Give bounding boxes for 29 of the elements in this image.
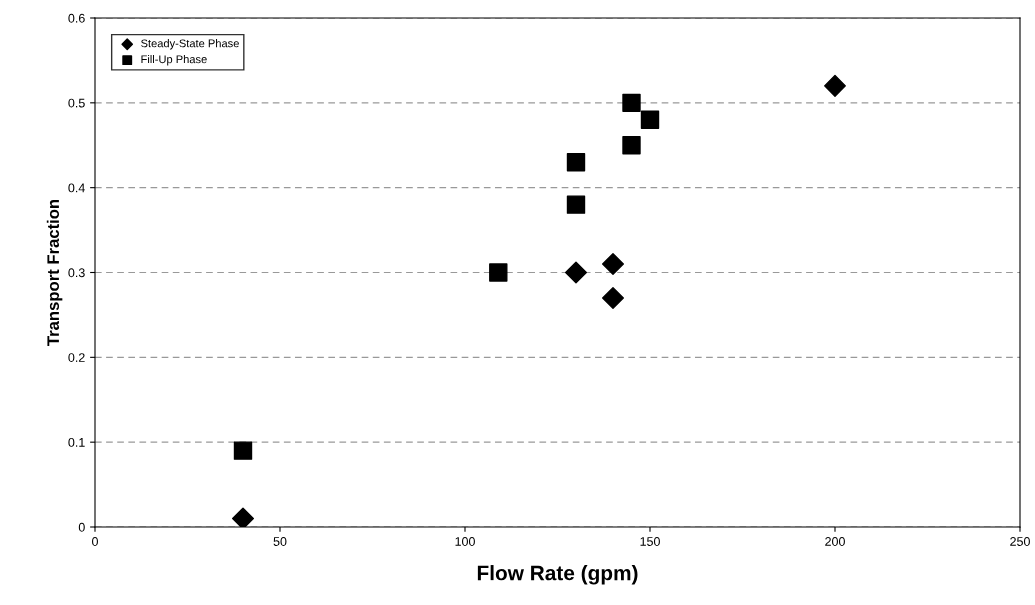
y-tick-label: 0.2 — [68, 353, 85, 362]
y-tick-label: 0.6 — [68, 13, 85, 23]
point — [566, 153, 586, 172]
y-tick-label: 0.1 — [68, 437, 85, 447]
legend-label: Steady-State Phase — [141, 39, 239, 50]
x-tick-label: 150 — [640, 537, 660, 546]
legend-label: Fill-Up Phase — [141, 55, 207, 66]
x-axis-title: Flow Rate (gpm) — [477, 565, 638, 585]
point — [824, 74, 846, 97]
x-tick-label: 50 — [273, 537, 287, 546]
point — [622, 136, 641, 155]
point — [232, 507, 254, 527]
x-tick-label: 100 — [455, 537, 475, 546]
x-tick-label: 200 — [825, 537, 845, 546]
point — [602, 286, 624, 309]
y-tick-label: 0.5 — [68, 98, 85, 108]
y-tick-label: 0 — [78, 522, 85, 532]
x-tick-label: 0 — [92, 537, 98, 546]
y-tick-label: 0.4 — [68, 183, 85, 193]
point — [622, 93, 641, 113]
point — [640, 110, 660, 130]
y-axis-title: Transport Fraction — [46, 199, 63, 346]
y-tick-label: 0.3 — [68, 268, 85, 278]
point — [565, 261, 587, 284]
point — [602, 253, 624, 276]
x-tick-label: 250 — [1010, 537, 1030, 546]
point — [489, 263, 508, 282]
point — [233, 441, 253, 460]
point — [566, 195, 586, 214]
